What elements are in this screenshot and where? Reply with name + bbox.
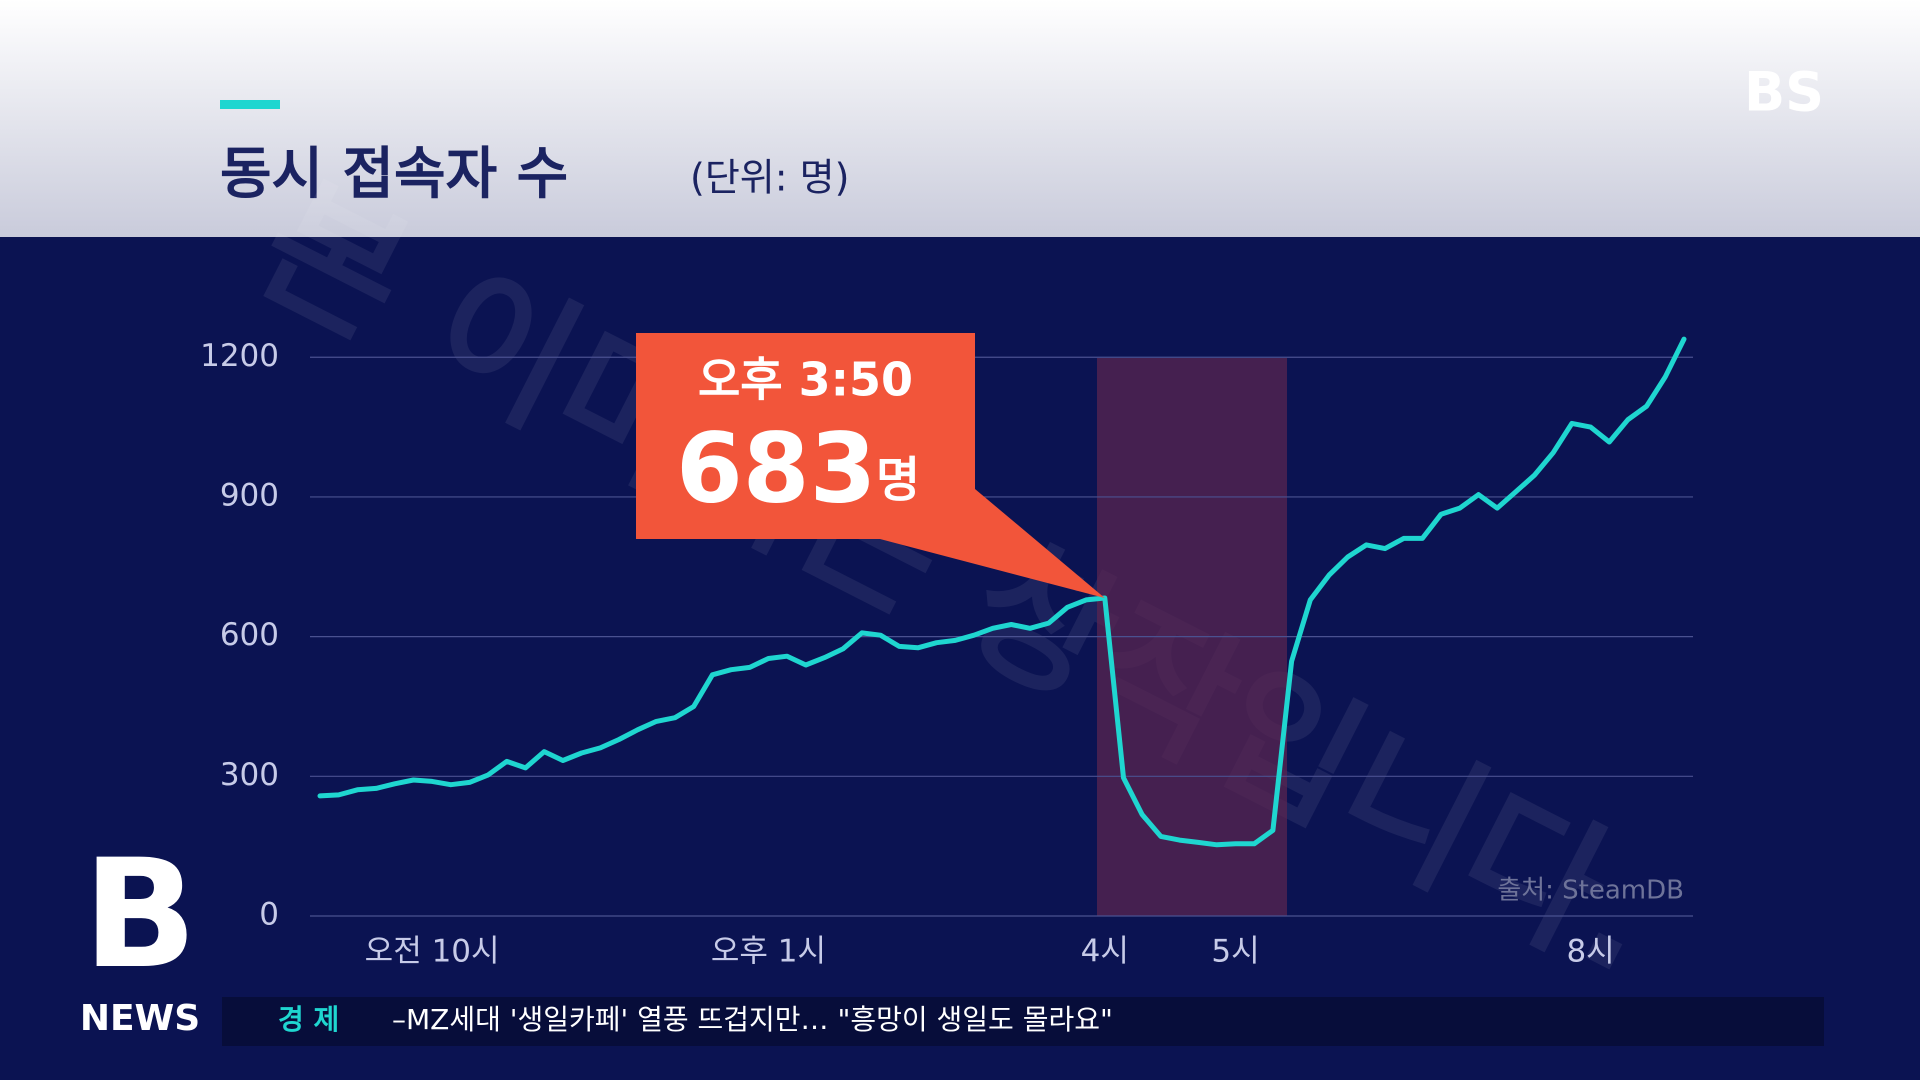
y-tick-label: 900 (220, 477, 279, 513)
line (317, 336, 1687, 848)
x-tick-label: 오후 1시 (711, 934, 826, 970)
title-accent (220, 100, 280, 109)
y-tick-label: 600 (220, 617, 279, 653)
source: 출처: SteamDB (1497, 876, 1684, 906)
header-band (0, 0, 1920, 237)
x-tick-label: 4시 (1081, 934, 1129, 970)
y-tick-label: 0 (259, 897, 279, 933)
callout-box (636, 333, 975, 539)
chart-title: 동시 접속자 수 (220, 142, 568, 207)
x-tick-label: 8시 (1566, 934, 1614, 970)
callout-time: 오후 3:50 (698, 353, 913, 407)
chart-subtitle: (단위: 명) (690, 156, 849, 200)
y-tick-label: 1200 (200, 338, 279, 374)
callout-unit: 명 (876, 452, 920, 508)
ticker-bar (222, 997, 1824, 1046)
brand-mark: B (83, 828, 197, 1002)
header-logo: BS (1744, 61, 1824, 124)
x-tick-label: 5시 (1211, 934, 1259, 970)
plot: 0 300 600 900 1200 오전 10시 오후 1시 4시 5시 8시 오후 3:5068… (200, 333, 1693, 970)
ticker-headline: –MZ세대 '생일카페' 열풍 뜨겁지만… "흥망이 생일도 몰라요" (392, 1003, 1113, 1036)
brand-name: NEWS (80, 998, 200, 1039)
callout-value: 683 (676, 412, 876, 524)
y-tick-label: 300 (220, 757, 279, 793)
ticker-section: 경 제 (278, 1003, 339, 1036)
x-tick-label: 오전 10시 (365, 934, 500, 970)
